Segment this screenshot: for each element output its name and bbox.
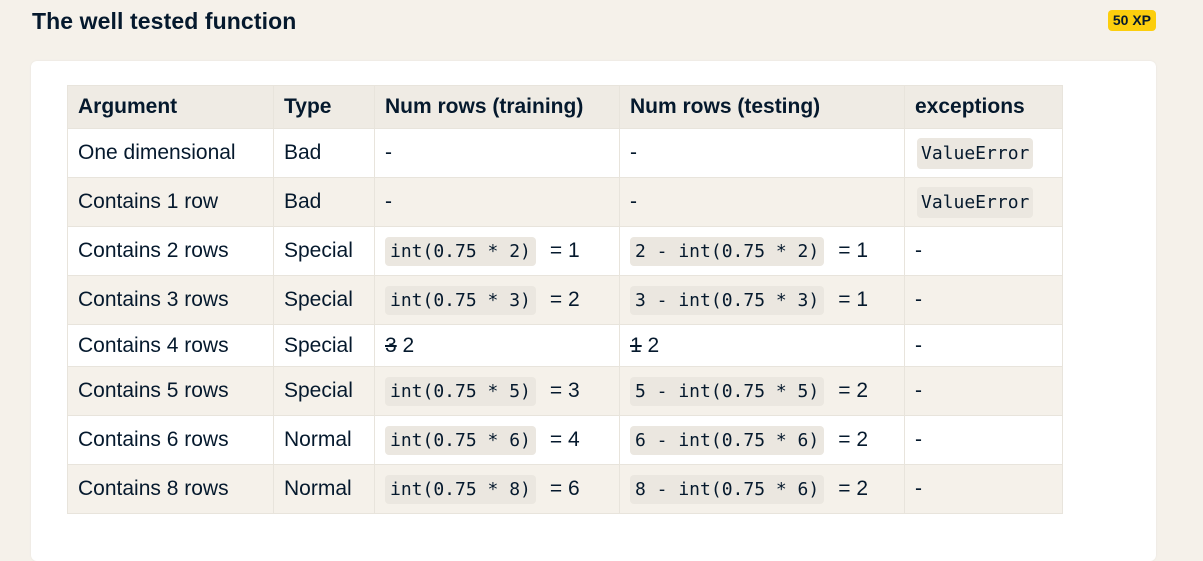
- table-row: Contains 8 rows Normal int(0.75 * 8) = 6 …: [67, 464, 1063, 514]
- table-row: Contains 2 rows Special int(0.75 * 2) = 1…: [67, 226, 1063, 276]
- training-result: = 2: [549, 288, 580, 311]
- testing-code: 8 - int(0.75 * 6): [630, 475, 825, 504]
- exercise-title: The well tested function: [32, 8, 297, 34]
- argument-cell: Contains 4 rows: [67, 324, 274, 367]
- argument-cell: Contains 6 rows: [67, 415, 274, 465]
- column-header-num-rows-testing: Num rows (testing): [619, 85, 905, 129]
- table-header-row: Argument Type Num rows (training) Num ro…: [67, 85, 1063, 129]
- table-row: Contains 1 row Bad - - ValueError: [67, 177, 1063, 227]
- exception-cell: -: [904, 464, 1063, 514]
- training-value: -: [385, 141, 392, 164]
- training-value: 2: [402, 333, 415, 357]
- column-header-exceptions: exceptions: [904, 85, 1063, 129]
- type-cell: Special: [273, 366, 375, 416]
- testing-cell: 6 - int(0.75 * 6) = 2: [619, 415, 905, 465]
- training-struck-value: 3: [385, 333, 397, 357]
- table-row: Contains 6 rows Normal int(0.75 * 6) = 4 …: [67, 415, 1063, 465]
- testing-result: = 1: [838, 239, 869, 262]
- xp-badge: 50 XP: [1107, 10, 1156, 31]
- argument-cell: Contains 1 row: [67, 177, 274, 227]
- training-cell: -: [374, 128, 620, 178]
- exception-code: ValueError: [917, 138, 1034, 169]
- training-code: int(0.75 * 2): [385, 237, 536, 266]
- testing-struck-value: 1: [630, 333, 642, 357]
- testing-result: = 2: [838, 428, 869, 451]
- testing-value: -: [630, 141, 637, 164]
- type-cell: Bad: [273, 128, 375, 178]
- type-cell: Normal: [273, 415, 375, 465]
- testing-cell: 8 - int(0.75 * 6) = 2: [619, 464, 905, 514]
- type-cell: Bad: [273, 177, 375, 227]
- exception-cell: -: [904, 226, 1063, 276]
- testing-cell: 3 - int(0.75 * 3) = 1: [619, 275, 905, 325]
- testing-cell: -: [619, 128, 905, 178]
- training-code: int(0.75 * 6): [385, 426, 536, 455]
- training-cell: int(0.75 * 6) = 4: [374, 415, 620, 465]
- type-cell: Special: [273, 226, 375, 276]
- testing-code: 5 - int(0.75 * 5): [630, 377, 825, 406]
- training-cell: int(0.75 * 3) = 2: [374, 275, 620, 325]
- exception-cell: -: [904, 415, 1063, 465]
- type-cell: Special: [273, 324, 375, 367]
- argument-cell: Contains 2 rows: [67, 226, 274, 276]
- testing-code: 2 - int(0.75 * 2): [630, 237, 825, 266]
- test-cases-table: Argument Type Num rows (training) Num ro…: [67, 85, 1063, 514]
- exception-cell: ValueError: [904, 177, 1063, 227]
- testing-result: = 2: [838, 477, 869, 500]
- column-header-argument: Argument: [67, 85, 274, 129]
- training-code: int(0.75 * 8): [385, 475, 536, 504]
- content-card: Argument Type Num rows (training) Num ro…: [31, 61, 1156, 561]
- training-cell: int(0.75 * 5) = 3: [374, 366, 620, 416]
- training-code: int(0.75 * 3): [385, 286, 536, 315]
- training-result: = 3: [549, 379, 580, 402]
- training-cell: int(0.75 * 2) = 1: [374, 226, 620, 276]
- testing-result: = 1: [838, 288, 869, 311]
- training-value: -: [385, 190, 392, 213]
- column-header-num-rows-training: Num rows (training): [374, 85, 620, 129]
- training-cell: -: [374, 177, 620, 227]
- argument-cell: Contains 8 rows: [67, 464, 274, 514]
- argument-cell: Contains 5 rows: [67, 366, 274, 416]
- training-result: = 6: [549, 477, 580, 500]
- testing-value: -: [630, 190, 637, 213]
- testing-code: 6 - int(0.75 * 6): [630, 426, 825, 455]
- exception-code: ValueError: [917, 187, 1034, 218]
- column-header-type: Type: [273, 85, 375, 129]
- training-cell: int(0.75 * 8) = 6: [374, 464, 620, 514]
- exception-cell: -: [904, 324, 1063, 367]
- testing-cell: 5 - int(0.75 * 5) = 2: [619, 366, 905, 416]
- testing-code: 3 - int(0.75 * 3): [630, 286, 825, 315]
- testing-cell: -: [619, 177, 905, 227]
- type-cell: Special: [273, 275, 375, 325]
- argument-cell: One dimensional: [67, 128, 274, 178]
- testing-result: = 2: [838, 379, 869, 402]
- table-row: Contains 5 rows Special int(0.75 * 5) = 3…: [67, 366, 1063, 416]
- testing-cell: 2 - int(0.75 * 2) = 1: [619, 226, 905, 276]
- training-code: int(0.75 * 5): [385, 377, 536, 406]
- type-cell: Normal: [273, 464, 375, 514]
- table-row: Contains 3 rows Special int(0.75 * 3) = 2…: [67, 275, 1063, 325]
- argument-cell: Contains 3 rows: [67, 275, 274, 325]
- training-cell: 3 2: [374, 324, 620, 367]
- exception-cell: -: [904, 366, 1063, 416]
- training-result: = 1: [549, 239, 580, 262]
- testing-value: 2: [647, 333, 660, 357]
- exception-cell: ValueError: [904, 128, 1063, 178]
- table-row: Contains 4 rows Special 3 2 1 2 -: [67, 324, 1063, 367]
- testing-cell: 1 2: [619, 324, 905, 367]
- training-result: = 4: [549, 428, 580, 451]
- exception-cell: -: [904, 275, 1063, 325]
- exercise-header: The well tested function 50 XP: [32, 0, 1156, 44]
- table-row: One dimensional Bad - - ValueError: [67, 128, 1063, 178]
